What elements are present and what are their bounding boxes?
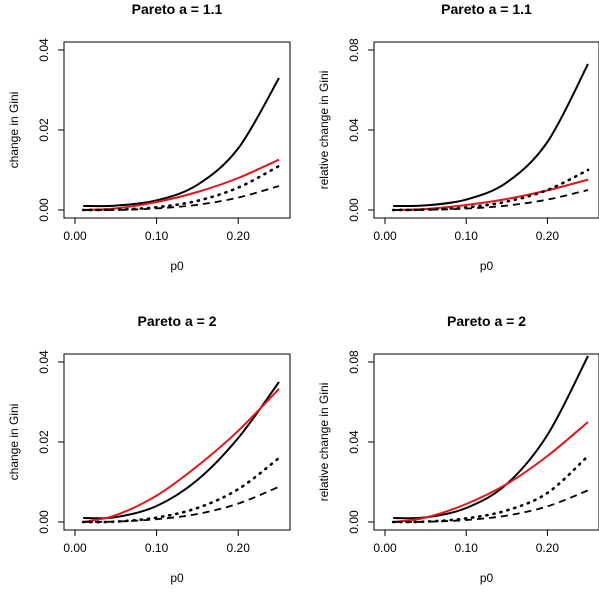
y-axis-label: change in Gini [7, 92, 21, 169]
y-tick-label: 0.00 [347, 198, 361, 222]
series-line-dotted [391, 168, 590, 212]
chart-panel-2: Pareto a = 1.1 0.00 0.10 0.20 0.00 0.04 0.08 p0… [317, 1, 599, 273]
plot-frame [63, 353, 291, 531]
series-line-solid-red [82, 388, 280, 523]
series-line-dotted [81, 456, 281, 524]
series-line-solid-red [392, 421, 589, 523]
y-tick-label: 0.04 [37, 38, 51, 62]
series-line-solid [393, 63, 589, 208]
chart-panel-3: Pareto a = 2 0.00 0.10 0.20 0.00 0.02 0.04 p0 ch… [7, 313, 291, 585]
x-tick-label: 0.20 [536, 229, 560, 243]
x-tick-label: 0.10 [455, 541, 479, 555]
x-axis-label: p0 [170, 571, 184, 585]
y-tick-label: 0.04 [347, 430, 361, 454]
y-tick-label: 0.04 [37, 350, 51, 374]
series-line-solid [83, 381, 280, 520]
x-tick-label: 0.20 [227, 541, 251, 555]
plot-frame [373, 41, 599, 219]
series-line-solid-red [83, 158, 280, 211]
x-tick-label: 0.20 [227, 229, 251, 243]
series-line-solid [83, 77, 280, 208]
chart-title: Pareto a = 2 [138, 313, 217, 329]
series-line-dashed [83, 185, 280, 212]
x-tick-label: 0.20 [536, 541, 560, 555]
x-axis-label: p0 [480, 571, 494, 585]
chart-panel-4: Pareto a = 2 0.00 0.10 0.20 0.00 0.04 0.08 p0 re… [317, 313, 599, 585]
series-line-dashed [393, 489, 589, 523]
x-tick-label: 0.00 [373, 229, 397, 243]
y-axis-label: relative change in Gini [317, 383, 331, 502]
y-tick-label: 0.00 [37, 198, 51, 222]
series-group [391, 63, 590, 212]
series-group [81, 77, 281, 212]
x-tick-label: 0.10 [145, 229, 169, 243]
y-axis-label: relative change in Gini [317, 71, 331, 190]
y-tick-label: 0.08 [347, 38, 361, 62]
x-tick-label: 0.00 [63, 229, 87, 243]
x-tick-label: 0.10 [145, 541, 169, 555]
y-tick-label: 0.04 [347, 118, 361, 142]
x-axis-label: p0 [170, 259, 184, 273]
chart-title: Pareto a = 2 [447, 313, 526, 329]
x-tick-label: 0.00 [373, 541, 397, 555]
x-tick-label: 0.00 [63, 541, 87, 555]
y-tick-label: 0.02 [37, 430, 51, 454]
y-tick-label: 0.00 [347, 510, 361, 534]
series-line-dashed [393, 189, 589, 211]
chart-title: Pareto a = 1.1 [132, 1, 223, 17]
y-tick-label: 0.08 [347, 350, 361, 374]
y-axis-label: change in Gini [7, 404, 21, 481]
chart-title: Pareto a = 1.1 [441, 1, 532, 17]
chart-panel-1: Pareto a = 1.1 0.00 0.10 0.20 0.00 0.02 0.04 p0… [7, 1, 291, 273]
x-tick-label: 0.10 [455, 229, 479, 243]
series-group [391, 355, 590, 524]
x-axis-label: p0 [480, 259, 494, 273]
y-tick-label: 0.00 [37, 510, 51, 534]
series-group [81, 381, 281, 524]
series-line-dotted [391, 454, 590, 524]
plot-frame [63, 41, 291, 219]
series-line-dashed [83, 485, 280, 523]
y-tick-label: 0.02 [37, 118, 51, 142]
